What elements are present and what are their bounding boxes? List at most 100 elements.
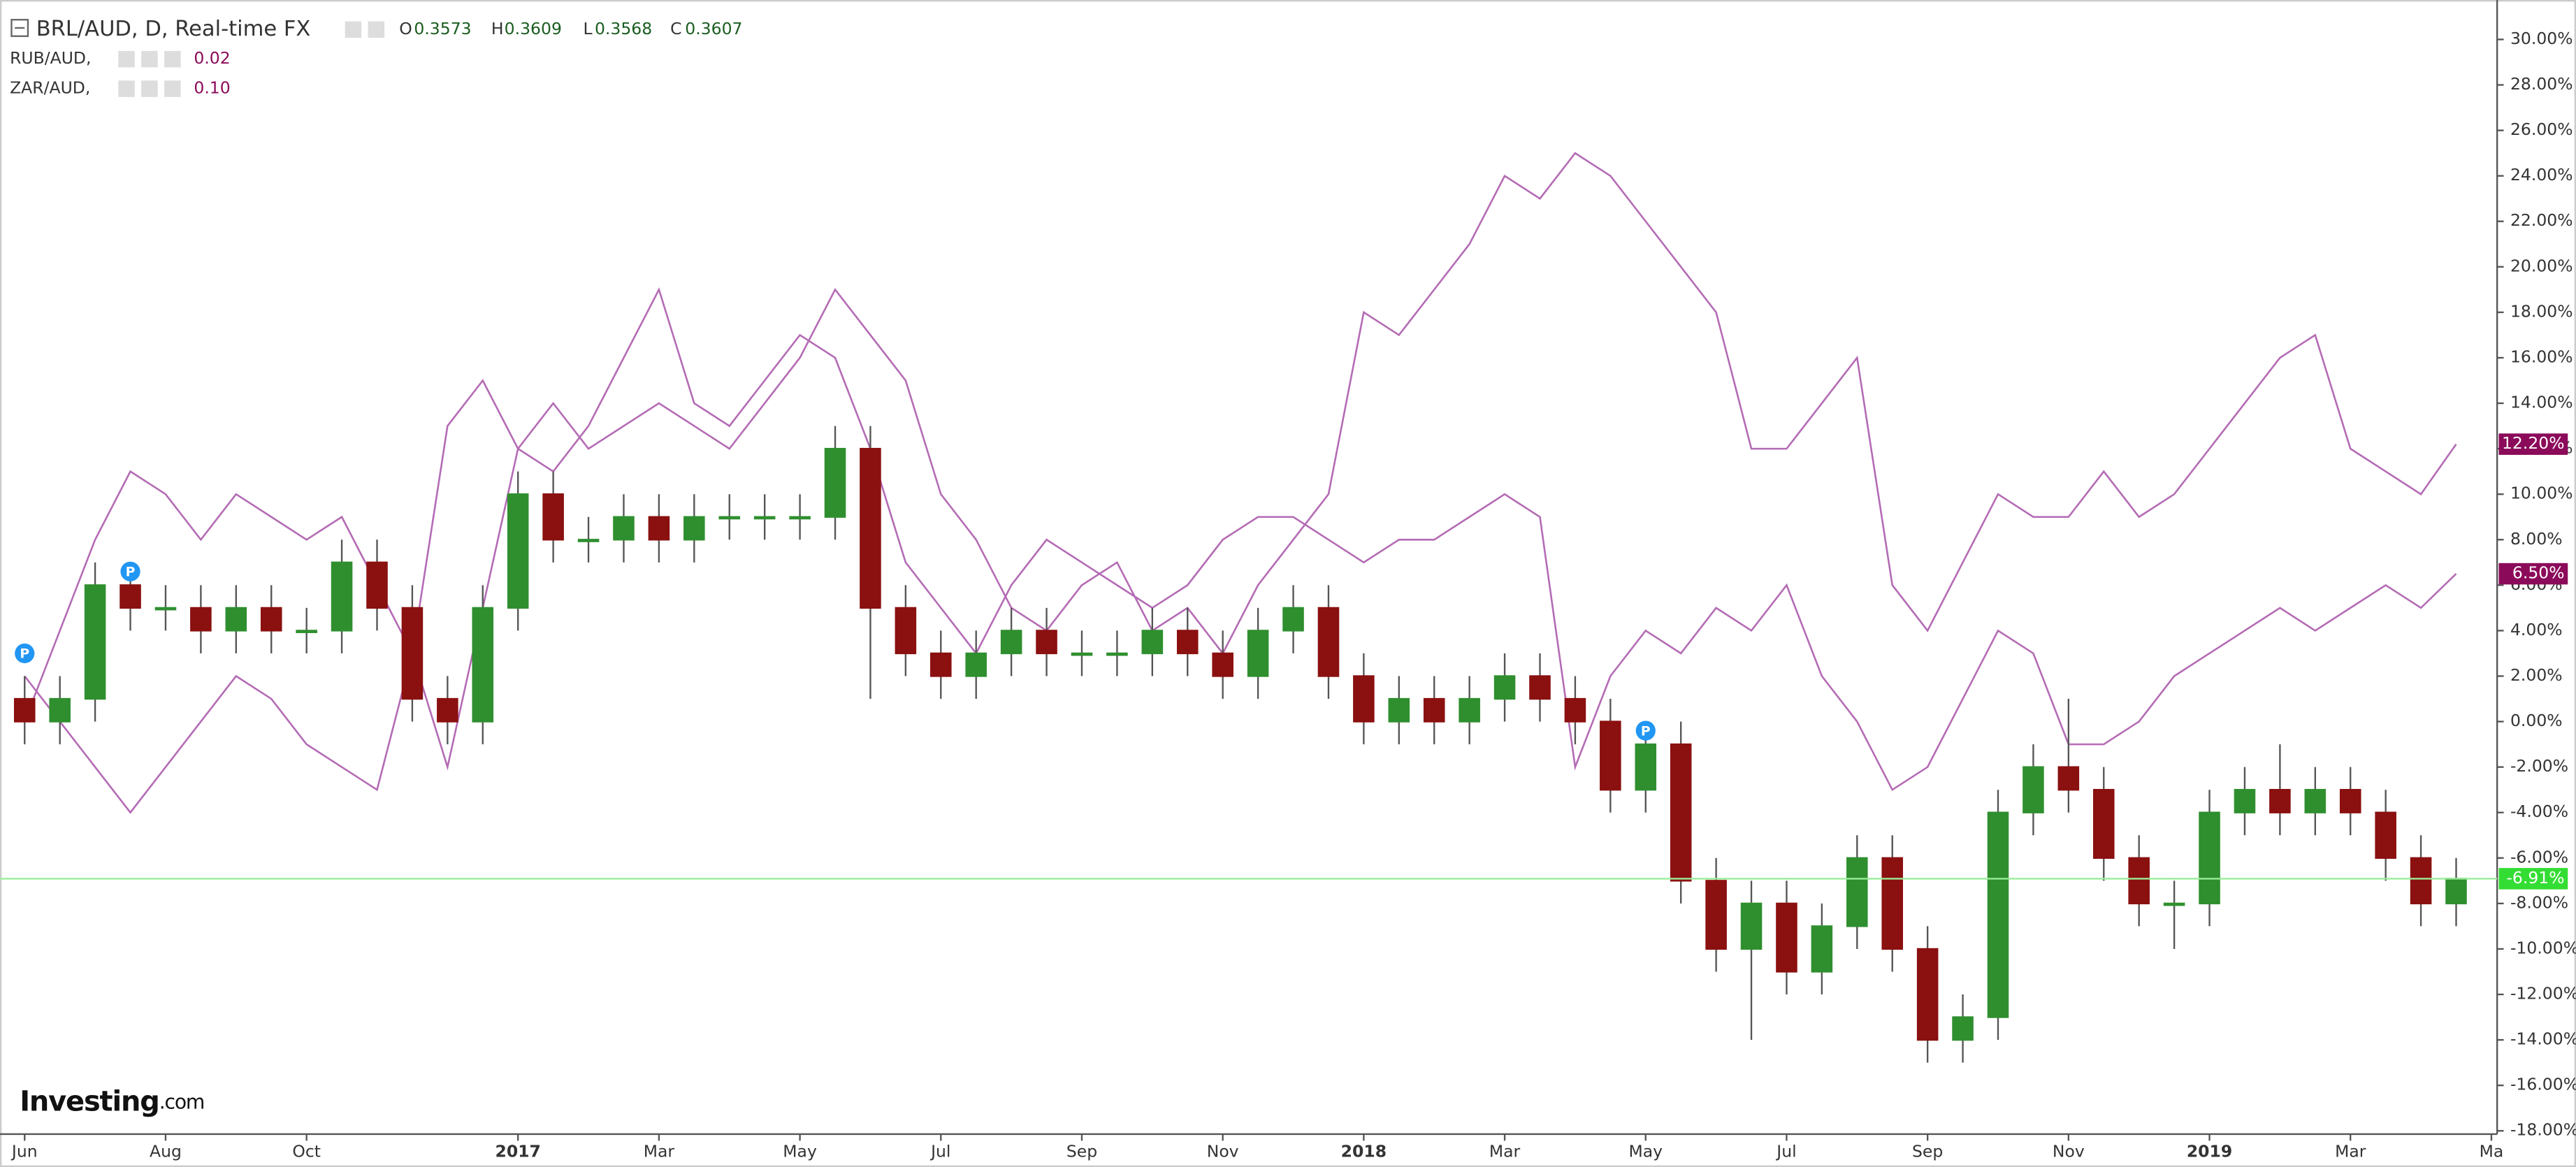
candle-body [1106,652,1128,656]
ohlc-value: 0.3607 [685,19,742,38]
ohlc-label: L [584,19,593,38]
x-tick-label: 2018 [1341,1141,1387,1161]
y-tick-label: 26.00% [2510,119,2573,139]
candle-body [2163,902,2185,906]
candle-body [1811,925,1833,973]
candle-body [84,584,106,700]
event-label: P [1641,724,1651,739]
candle-body [1493,675,1516,700]
candle-body [1846,857,1868,927]
event-label: P [126,565,136,580]
candle-body [507,493,529,609]
candle-body [1881,857,1904,950]
y-tick-label: 10.00% [2510,484,2573,503]
candle-body [120,584,141,609]
y-tick-label: 20.00% [2510,256,2573,275]
candle-body [824,447,846,518]
candle-body [1670,743,1692,882]
candle-body [401,607,424,700]
x-tick-label: 2019 [2187,1141,2232,1161]
candle-body [190,607,212,632]
last-value-label: 12.20% [2502,433,2565,453]
candle-body [1600,720,1621,791]
x-tick-label: Aug [150,1141,182,1161]
candle-body [1317,607,1340,677]
y-tick-label: -18.00% [2510,1120,2576,1140]
candle-body [1282,607,1304,632]
y-tick-label: -4.00% [2510,802,2568,821]
y-tick-label: 30.00% [2510,29,2573,48]
candle-body [1212,652,1233,677]
ohlc-value: 0.3573 [414,19,471,38]
x-tick-label: Sep [1066,1141,1097,1161]
candle-body [1564,697,1586,723]
candle-body [154,607,177,611]
candle-body [1916,948,1939,1041]
y-tick-label: -6.00% [2510,847,2568,867]
candle-body [366,561,388,609]
candle-body [1529,675,1551,700]
candle-body [1705,880,1727,950]
candle-body [2057,766,2080,791]
logo-brand: Investing [20,1085,159,1117]
legend: BRL/AUD, D, Real-time FX O 0.3573 H 0.36… [10,17,742,98]
x-tick-label: Jun [10,1141,38,1161]
candle-body [860,447,881,609]
last-value-box [2498,563,2568,585]
candle-body [2199,811,2220,905]
candle-body [1036,630,1057,655]
y-tick-label: 18.00% [2510,301,2573,321]
candle-body [2269,789,2291,813]
plot: 30.00% 28.00% 26.00% 24.00% 22.00% 20.00% 18.0… [0,29,2576,1161]
candle-body [437,697,458,723]
candle-body [2092,789,2115,859]
study-name: ZAR/AUD, [10,78,90,98]
y-tick-label: 0.00% [2510,711,2563,730]
x-tick-label: 2017 [495,1141,541,1161]
candle-body [2339,789,2361,813]
candle-body [1635,743,1657,791]
y-tick-label: -2.00% [2510,756,2568,776]
candle-body [49,697,71,723]
logo: Investing.com [20,1085,204,1117]
candle-body [2375,811,2396,859]
y-tick-label: 14.00% [2510,393,2573,412]
candle-body [1952,1016,1974,1041]
candle-body [2410,857,2432,905]
y-tick-label: -16.00% [2510,1075,2576,1094]
candle-body [1176,630,1199,655]
candle-body [2234,789,2256,813]
ohlc-label: O [399,19,412,38]
candle-body [1353,675,1375,723]
candle-body [895,607,917,655]
candle-body [1987,811,2009,1018]
x-tick-label: Mar [2335,1141,2366,1161]
x-tick-label: Oct [292,1141,321,1161]
y-tick-label: 2.00% [2510,665,2563,685]
y-tick-label: -12.00% [2510,984,2576,1003]
y-tick-label: 16.00% [2510,347,2573,366]
x-tick-label: Jul [1775,1141,1796,1161]
candle-body [2128,857,2150,905]
candle-body [753,516,776,520]
candle-body [1740,902,1763,950]
candle-body [296,630,317,633]
candle-body [718,516,741,520]
logo-suffix: .com [159,1090,204,1113]
x-tick-label: Ma [2480,1141,2504,1161]
candle-body [1071,652,1093,656]
candle-body [260,607,282,632]
event-marker [1635,720,1656,741]
last-value-box [2498,433,2568,455]
y-tick-label: 4.00% [2510,620,2563,639]
candle-body [2445,878,2467,905]
y-tick-label: -8.00% [2510,892,2568,912]
candle-body [1000,630,1022,655]
candle-body [2304,789,2327,813]
y-tick-label: 28.00% [2510,74,2573,94]
x-tick-label: Mar [1489,1141,1521,1161]
ohlc-label: H [491,19,504,38]
x-tick-label: Mar [644,1141,675,1161]
x-tick-label: Nov [2053,1141,2085,1161]
